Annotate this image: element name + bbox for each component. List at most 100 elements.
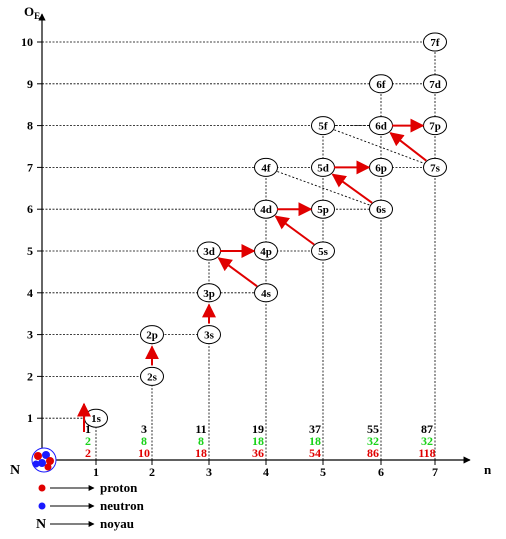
orbital-6p: 6p <box>369 157 393 177</box>
y-tick-label: 2 <box>27 369 33 383</box>
orbital-label: 6s <box>376 204 387 216</box>
orbital-label: 7p <box>429 121 441 133</box>
x-tick-label: 6 <box>378 465 384 479</box>
orbital-5f: 5f <box>311 116 335 136</box>
orbital-label: 6d <box>375 121 387 133</box>
orbital-ellipse <box>423 32 447 52</box>
legend-label: proton <box>100 480 138 495</box>
column-total-label: 1 <box>85 422 91 436</box>
x-tick-label: 3 <box>206 465 212 479</box>
orbital-ellipse <box>369 199 393 219</box>
column-green-label: 32 <box>421 434 433 448</box>
column-red-label: 2 <box>85 446 91 460</box>
orbital-label: 5s <box>318 246 329 258</box>
orbital-7f: 7f <box>423 32 447 52</box>
red-arrow <box>274 215 315 246</box>
orbital-label: 5f <box>318 121 328 133</box>
column-total-label: 55 <box>367 422 379 436</box>
column-total-label: 19 <box>252 422 264 436</box>
x-tick-label: 5 <box>320 465 326 479</box>
y-tick-label: 5 <box>27 244 33 258</box>
orbital-2s: 2s <box>140 366 164 386</box>
column-total-label: 37 <box>309 422 321 436</box>
column-red-label: 54 <box>309 446 321 460</box>
column-red-label: 36 <box>252 446 264 460</box>
x-tick-label: 1 <box>93 465 99 479</box>
column-total-label: 11 <box>195 422 206 436</box>
orbital-label: 7d <box>429 79 441 91</box>
orbital-label: 3p <box>203 288 215 300</box>
red-arrow <box>331 173 373 204</box>
column-red-label: 10 <box>138 446 150 460</box>
orbital-ellipse <box>311 116 335 136</box>
orbital-ellipse <box>254 283 278 303</box>
orbital-5s: 5s <box>311 241 335 261</box>
orbital-4p: 4p <box>254 241 278 261</box>
column-green-label: 18 <box>252 434 264 448</box>
orbital-6f: 6f <box>369 74 393 94</box>
column-total-label: 87 <box>421 422 433 436</box>
column-green-label: 18 <box>309 434 321 448</box>
orbital-label: 6p <box>375 162 387 174</box>
x-tick-label: 4 <box>263 465 269 479</box>
orbital-label: 3d <box>203 246 215 258</box>
orbitals: 1s 2s 2p 3s 3p 3d 4s 4p 4d 4f 5s 5p 5d 5f 6s 6p 6d 6f 7s 7p… <box>84 32 447 428</box>
orbital-ellipse <box>197 325 221 345</box>
y-tick-label: 4 <box>27 286 33 300</box>
neutron-dot-icon <box>38 502 46 510</box>
orbital-label: 4d <box>260 204 272 216</box>
orbital-label: 5d <box>317 162 329 174</box>
orbital-label: 1s <box>91 413 102 425</box>
nucleus-symbol: N <box>36 517 46 532</box>
column-red-label: 18 <box>195 446 207 460</box>
red-arrow <box>389 132 427 162</box>
proton-dot-icon <box>38 484 46 492</box>
orbital-label: 3s <box>204 330 215 342</box>
orbital-6d: 6d <box>369 116 393 136</box>
y-tick-label: 6 <box>27 202 33 216</box>
x-tick-label: 7 <box>432 465 438 479</box>
y-tick-labels: 1 2 3 4 5 6 7 8 9 10 <box>21 35 42 425</box>
orbital-ellipse <box>254 157 278 177</box>
orbital-7d: 7d <box>423 74 447 94</box>
legend-label: noyau <box>100 516 134 531</box>
orbital-ellipse <box>423 74 447 94</box>
orbital-label: 5p <box>317 204 329 216</box>
red-arrows <box>77 118 427 432</box>
column-green-label: 2 <box>85 434 91 448</box>
orbital-ellipse <box>140 366 164 386</box>
orbital-ellipse <box>140 325 164 345</box>
orbital-3d: 3d <box>197 241 221 261</box>
orbital-5p: 5p <box>311 199 335 219</box>
column-green-label: 32 <box>367 434 379 448</box>
y-axis-label: OE <box>24 4 40 21</box>
orbital-label: 2s <box>147 371 158 383</box>
column-green-label: 8 <box>198 434 204 448</box>
orbital-label: 4s <box>261 288 272 300</box>
orbital-label: 6f <box>376 79 386 91</box>
x-tick-label: 2 <box>149 465 155 479</box>
column-red-label: 86 <box>367 446 379 460</box>
orbital-ellipse <box>197 283 221 303</box>
column-red-label: 118 <box>418 446 435 460</box>
orbital-label: 2p <box>146 330 158 342</box>
x-axis-label: n <box>484 462 492 477</box>
nucleus-icon <box>31 447 57 473</box>
dotted-link <box>265 166 382 210</box>
legend: proton neutron N noyau <box>36 480 145 532</box>
orbital-label: 4p <box>260 246 272 258</box>
orbital-4s: 4s <box>254 283 278 303</box>
y-tick-label: 7 <box>27 160 33 174</box>
origin-label: N <box>10 463 20 478</box>
y-tick-label: 8 <box>27 119 33 133</box>
y-tick-label: 1 <box>27 411 33 425</box>
orbital-2p: 2p <box>140 325 164 345</box>
orbital-6s: 6s <box>369 199 393 219</box>
orbital-4f: 4f <box>254 157 278 177</box>
orbital-7p: 7p <box>423 116 447 136</box>
orbital-4d: 4d <box>254 199 278 219</box>
orbital-7s: 7s <box>423 157 447 177</box>
axes: OE n N <box>10 4 492 478</box>
